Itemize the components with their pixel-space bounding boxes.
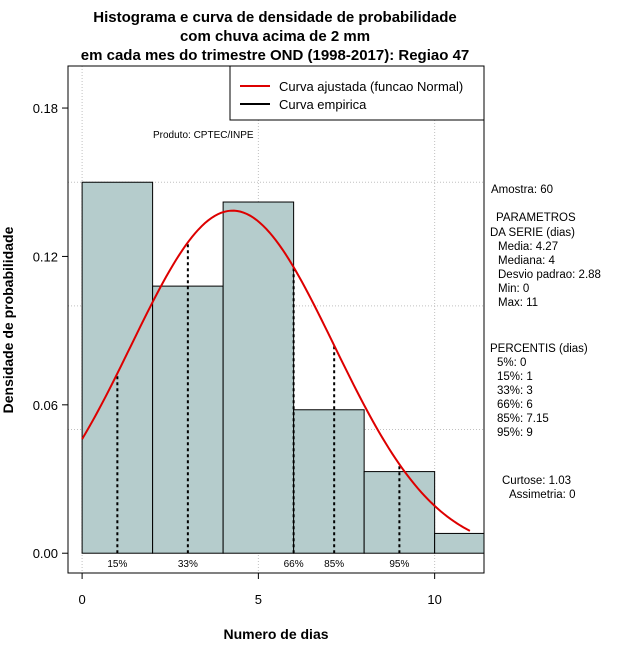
percentil-15: 15%: 1	[497, 371, 533, 383]
percentil-95: 95%: 9	[497, 427, 533, 439]
histogram-bar-2	[222, 201, 295, 554]
x-tick-label-1: 5	[255, 592, 262, 607]
percentile-label-3: 85%	[324, 559, 344, 570]
legend-label-fitted: Curva ajustada (funcao Normal)	[279, 79, 463, 94]
legend: Curva ajustada (funcao Normal) Curva emp…	[229, 65, 485, 121]
percentile-layer: 15% 33% 66% 85% 95%	[107, 242, 410, 570]
param-desvio: Desvio padrao: 2.88	[498, 269, 601, 281]
percentile-label-4: 95%	[389, 559, 409, 570]
parameters-subtitle: DA SERIE (dias)	[490, 227, 575, 239]
x-tick-label-0: 0	[78, 592, 85, 607]
y-axis-label: Densidade de probabilidade	[0, 226, 16, 413]
axes-layer: 0 5 10 0.00 0.06 0.12 0.18	[33, 101, 442, 607]
sample-size: Amostra: 60	[491, 184, 553, 196]
statistics-panel: Amostra: 60 PARAMETROS DA SERIE (dias) M…	[490, 184, 601, 501]
y-tick-label-2: 0.12	[33, 249, 58, 264]
chart-title-line-2: com chuva acima de 2 mm	[180, 28, 370, 45]
percentil-33: 33%: 3	[497, 385, 533, 397]
curve-layer	[81, 209, 471, 532]
legend-box	[229, 65, 485, 121]
x-tick-label-2: 10	[427, 592, 441, 607]
x-axis-label: Numero de dias	[223, 626, 328, 642]
percentile-label-2: 66%	[284, 559, 304, 570]
param-max: Max: 11	[498, 297, 538, 309]
percentis-title: PERCENTIS (dias)	[490, 343, 588, 355]
percentile-label-1: 33%	[178, 559, 198, 570]
percentile-label-0: 15%	[107, 559, 127, 570]
kurtosis: Curtose: 1.03	[502, 475, 571, 487]
percentil-5: 5%: 0	[497, 357, 526, 369]
normal-density-curve	[81, 209, 471, 532]
histogram-bar-5	[434, 532, 485, 554]
histogram-bar-3	[293, 409, 365, 554]
percentil-85: 85%: 7.15	[497, 413, 549, 425]
param-min: Min: 0	[498, 283, 529, 295]
chart-title-line-1: Histograma e curva de densidade de proba…	[93, 9, 456, 26]
y-tick-label-3: 0.18	[33, 101, 58, 116]
percentil-66: 66%: 6	[497, 399, 533, 411]
bars-layer	[81, 181, 485, 554]
legend-label-empirical: Curva empirica	[279, 97, 367, 112]
y-tick-label-1: 0.06	[33, 398, 58, 413]
chart-title-line-3: em cada mes do trimestre OND (1998-2017)…	[81, 47, 470, 64]
parameters-title: PARAMETROS	[496, 212, 576, 224]
param-media: Media: 4.27	[498, 241, 558, 253]
product-annotation: Produto: CPTEC/INPE	[153, 130, 254, 141]
skewness: Assimetria: 0	[509, 489, 575, 501]
y-tick-label-0: 0.00	[33, 546, 58, 561]
param-mediana: Mediana: 4	[498, 255, 556, 267]
